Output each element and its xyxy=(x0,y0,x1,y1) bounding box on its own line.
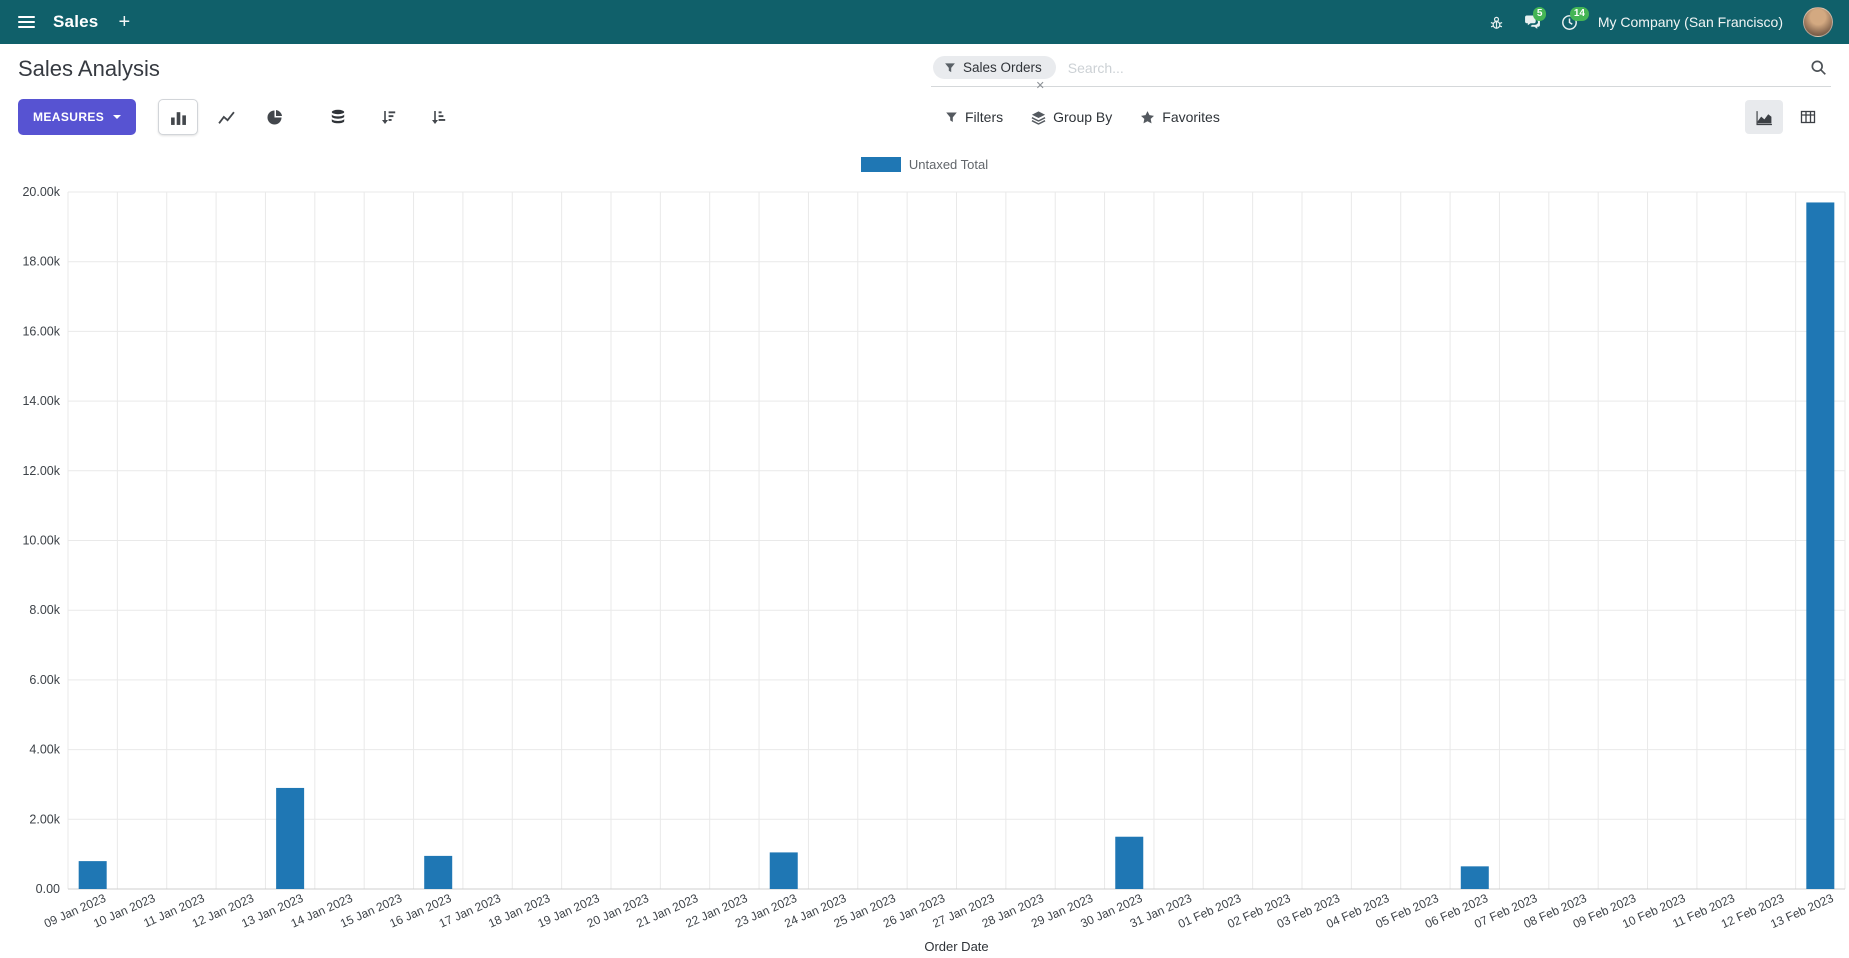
search-input[interactable] xyxy=(1067,59,1810,76)
bar-06-Feb-2023[interactable] xyxy=(1460,866,1489,889)
svg-text:6.00k: 6.00k xyxy=(29,673,60,687)
clock-icon xyxy=(1561,14,1577,30)
apps-menu-icon[interactable] xyxy=(16,12,37,32)
bug-icon xyxy=(1490,16,1503,29)
filter-funnel-icon xyxy=(945,62,955,72)
messages-count-badge: 5 xyxy=(1532,6,1547,21)
bar-16-Jan-2023[interactable] xyxy=(424,855,453,889)
user-avatar[interactable] xyxy=(1803,7,1833,37)
view-switcher-graph-button[interactable] xyxy=(1745,100,1783,134)
chevron-down-icon xyxy=(113,115,122,119)
bar-chart-icon xyxy=(170,111,186,125)
svg-text:16.00k: 16.00k xyxy=(22,324,60,338)
svg-text:14.00k: 14.00k xyxy=(22,394,60,408)
favorites-label: Favorites xyxy=(1162,109,1220,125)
bar-13-Feb-2023[interactable] xyxy=(1806,202,1835,889)
svg-text:0.00: 0.00 xyxy=(36,882,60,896)
debug-bug-icon[interactable] xyxy=(1489,15,1504,30)
stacked-database-icon xyxy=(332,109,345,124)
svg-text:10.00k: 10.00k xyxy=(22,534,60,548)
facet-remove-icon[interactable]: ✕ xyxy=(1035,80,1045,92)
company-switcher[interactable]: My Company (San Francisco) xyxy=(1597,14,1783,30)
chart-area: Untaxed Total 0.00 2.00k 4.00k 6.00k 8.00k 10… xyxy=(0,143,1849,958)
measures-label: MEASURES xyxy=(33,110,105,124)
filters-label: Filters xyxy=(965,109,1004,125)
area-chart-icon xyxy=(1755,110,1772,125)
chart-legend[interactable]: Untaxed Total xyxy=(0,155,1849,173)
sort-descending-button[interactable] xyxy=(368,99,408,135)
legend-swatch xyxy=(860,156,901,172)
svg-text:20.00k: 20.00k xyxy=(22,185,60,199)
app-name-sales[interactable]: Sales xyxy=(53,12,99,31)
activities-menu-button[interactable]: 14 xyxy=(1561,6,1589,31)
pivot-table-icon xyxy=(1800,110,1816,124)
view-switcher-pivot-button[interactable] xyxy=(1789,100,1827,134)
pie-chart-icon xyxy=(267,109,282,125)
bar-30-Jan-2023[interactable] xyxy=(1115,836,1144,889)
svg-text:12.00k: 12.00k xyxy=(22,464,60,478)
search-icon[interactable] xyxy=(1810,59,1827,76)
chart-type-line-button[interactable] xyxy=(206,99,246,135)
messages-menu-button[interactable]: 5 xyxy=(1524,6,1547,31)
svg-text:8.00k: 8.00k xyxy=(29,603,60,617)
svg-text:18.00k: 18.00k xyxy=(22,255,60,269)
layers-icon xyxy=(1031,110,1046,125)
bar-13-Jan-2023[interactable] xyxy=(276,787,305,889)
search-bar[interactable]: Sales Orders ✕ xyxy=(931,54,1831,92)
sales-analysis-bar-chart[interactable]: 0.00 2.00k 4.00k 6.00k 8.00k 10.00k 12.00k 14.0… xyxy=(0,175,1849,958)
activities-count-badge: 14 xyxy=(1569,6,1589,21)
filters-button[interactable]: Filters xyxy=(935,103,1013,131)
facet-label: Sales Orders xyxy=(963,60,1042,75)
control-panel: Sales Analysis Sales Orders ✕ xyxy=(0,44,1849,143)
top-navbar: Sales + 5 14 My Company (San Francisco) xyxy=(0,0,1849,44)
sort-ascending-button[interactable] xyxy=(418,99,458,135)
sort-ascending-icon xyxy=(432,111,446,124)
group-by-label: Group By xyxy=(1053,109,1113,125)
stacked-toggle-button[interactable] xyxy=(318,99,358,135)
chart-type-pie-button[interactable] xyxy=(254,99,294,135)
favorites-button[interactable]: Favorites xyxy=(1130,103,1230,131)
x-axis-title: Order Date xyxy=(924,939,988,954)
legend-label: Untaxed Total xyxy=(908,156,989,172)
svg-text:2.00k: 2.00k xyxy=(29,812,60,826)
bar-23-Jan-2023[interactable] xyxy=(769,852,798,889)
search-facet-sales-orders[interactable]: Sales Orders xyxy=(933,56,1056,79)
star-icon xyxy=(1140,110,1155,125)
sort-descending-icon xyxy=(382,111,396,124)
measures-button[interactable]: MEASURES xyxy=(18,99,137,135)
chart-type-bar-button[interactable] xyxy=(158,99,199,135)
filter-funnel-icon xyxy=(945,111,958,124)
line-chart-icon xyxy=(218,111,235,124)
bar-09-Jan-2023[interactable] xyxy=(78,861,107,889)
svg-text:4.00k: 4.00k xyxy=(29,743,60,757)
navbar-plus-button[interactable]: + xyxy=(118,11,131,33)
page-title: Sales Analysis xyxy=(18,56,160,81)
group-by-button[interactable]: Group By xyxy=(1021,103,1122,131)
